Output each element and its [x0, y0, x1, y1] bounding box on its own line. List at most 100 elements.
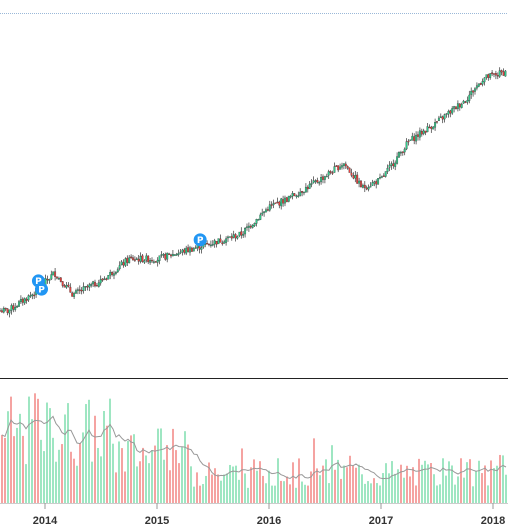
volume-bar — [460, 458, 462, 503]
volume-bar — [295, 487, 297, 503]
candle — [253, 222, 256, 227]
candle — [489, 73, 492, 80]
candle — [259, 212, 262, 221]
candle — [16, 304, 19, 308]
volume-bar — [175, 450, 177, 503]
candle — [424, 130, 427, 136]
candle — [439, 113, 442, 118]
candle — [303, 191, 305, 196]
candle — [494, 70, 497, 80]
volume-bar — [265, 483, 267, 503]
candle — [325, 173, 328, 178]
volume-bar — [334, 469, 336, 503]
volume-bar — [13, 436, 15, 503]
candle — [327, 169, 330, 179]
candle — [282, 195, 285, 207]
volume-bar — [34, 393, 36, 503]
candle — [420, 128, 423, 137]
volume-bar — [229, 464, 231, 503]
candle — [12, 303, 15, 313]
event-marker[interactable]: P — [34, 282, 48, 296]
volume-bar — [331, 445, 333, 503]
candle — [14, 303, 17, 312]
candle — [181, 248, 184, 256]
volume-bar — [256, 470, 258, 503]
volume-bar — [394, 473, 396, 503]
candle — [291, 190, 294, 200]
candlestick-series — [0, 67, 507, 318]
candle — [76, 287, 79, 295]
volume-bar — [292, 462, 294, 503]
volume-bar — [298, 458, 300, 503]
volume-bar — [496, 465, 498, 503]
volume-bar — [430, 463, 432, 503]
candle — [320, 173, 323, 185]
candle — [481, 78, 484, 87]
candle — [491, 70, 494, 77]
candle — [365, 185, 368, 191]
event-marker[interactable]: P — [193, 233, 207, 247]
volume-bar — [49, 408, 51, 503]
candle — [141, 254, 144, 263]
volume-bar — [133, 434, 135, 503]
candle — [111, 271, 114, 277]
candle — [498, 67, 501, 78]
candle — [346, 165, 349, 170]
volume-bar — [196, 472, 198, 503]
volume-bar — [94, 415, 96, 503]
volume-bar — [67, 403, 69, 503]
candle — [166, 252, 169, 263]
volume-bar — [178, 463, 180, 503]
candle — [65, 282, 68, 289]
candle — [322, 174, 324, 184]
candle — [143, 259, 146, 264]
svg-text:P: P — [35, 277, 42, 287]
volume-bar — [436, 485, 438, 503]
candle — [418, 127, 421, 141]
volume-bar — [250, 467, 252, 503]
candle — [396, 152, 399, 165]
candle — [234, 233, 237, 242]
volume-bar — [349, 455, 351, 503]
volume-bar — [106, 425, 108, 503]
volume-bar — [46, 402, 48, 503]
candle — [124, 257, 127, 267]
candle — [151, 257, 153, 264]
candle — [413, 133, 416, 145]
candle — [126, 255, 129, 267]
candle — [105, 277, 108, 281]
candle — [377, 178, 380, 185]
candle — [61, 281, 64, 288]
candle — [451, 106, 454, 115]
volume-bar — [22, 435, 24, 503]
volume-series — [1, 393, 507, 503]
volume-bar — [469, 459, 471, 503]
volume-bar — [424, 460, 426, 503]
volume-bar — [244, 473, 246, 503]
candle — [120, 260, 123, 266]
candle — [341, 162, 343, 170]
volume-bar — [247, 487, 249, 503]
volume-bar — [142, 447, 144, 503]
candle — [333, 162, 336, 173]
volume-bar — [10, 396, 12, 503]
candle — [388, 161, 391, 172]
candle — [18, 299, 20, 307]
candle — [361, 183, 364, 189]
volume-bar — [409, 476, 411, 503]
volume-bar — [304, 484, 306, 503]
candle — [50, 270, 53, 281]
candle — [369, 182, 372, 188]
candle — [358, 177, 361, 188]
volume-bar — [322, 465, 324, 503]
candle — [145, 253, 148, 263]
volume-bar — [37, 398, 39, 503]
candle — [432, 126, 435, 130]
candle — [194, 245, 197, 249]
volume-bar — [160, 428, 162, 503]
volume-bar — [253, 459, 255, 503]
candle — [128, 255, 131, 264]
candle — [285, 196, 288, 203]
candle — [485, 74, 488, 80]
candle — [493, 73, 495, 78]
